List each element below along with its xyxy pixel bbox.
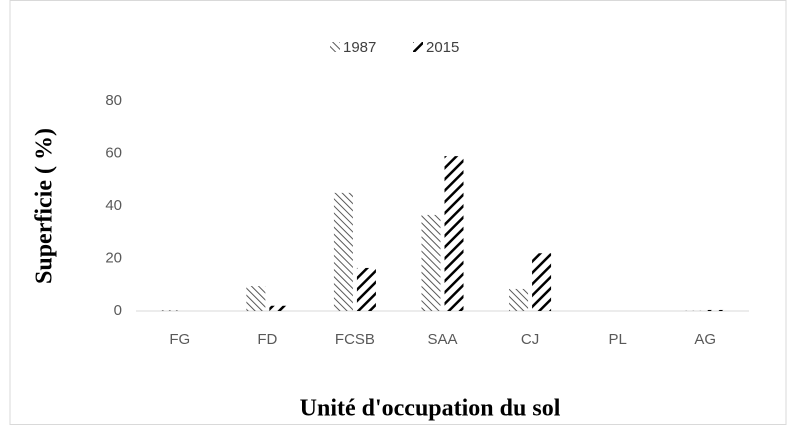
bar	[246, 286, 266, 311]
x-tick-label: FCSB	[335, 331, 375, 348]
y-tick-label: 40	[105, 197, 122, 214]
y-tick-label: 60	[105, 144, 122, 161]
legend-swatch	[330, 42, 340, 52]
bar	[532, 253, 552, 311]
x-tick-label: PL	[608, 331, 626, 348]
bar	[356, 267, 376, 311]
y-tick-label: 0	[114, 302, 122, 319]
legend-swatch	[413, 42, 423, 52]
bar	[158, 310, 178, 311]
bar	[333, 192, 353, 311]
legend-label: 2015	[426, 39, 459, 56]
x-tick-label: FG	[169, 331, 190, 348]
x-tick-label: CJ	[521, 331, 539, 348]
bar	[269, 305, 289, 311]
bar	[444, 156, 464, 311]
y-axis-title: Superficie ( %)	[32, 128, 58, 284]
y-tick-label: 20	[105, 249, 122, 266]
x-tick-label: FD	[257, 331, 277, 348]
x-tick-label: AG	[694, 331, 716, 348]
chart-frame	[9, 0, 787, 425]
y-tick-label: 80	[105, 92, 122, 109]
bar	[707, 309, 727, 311]
bar	[509, 288, 529, 311]
x-axis-title: Unité d'occupation du sol	[300, 396, 561, 422]
bar	[421, 214, 441, 311]
x-tick-label: SAA	[427, 331, 457, 348]
legend-label: 1987	[343, 39, 376, 56]
